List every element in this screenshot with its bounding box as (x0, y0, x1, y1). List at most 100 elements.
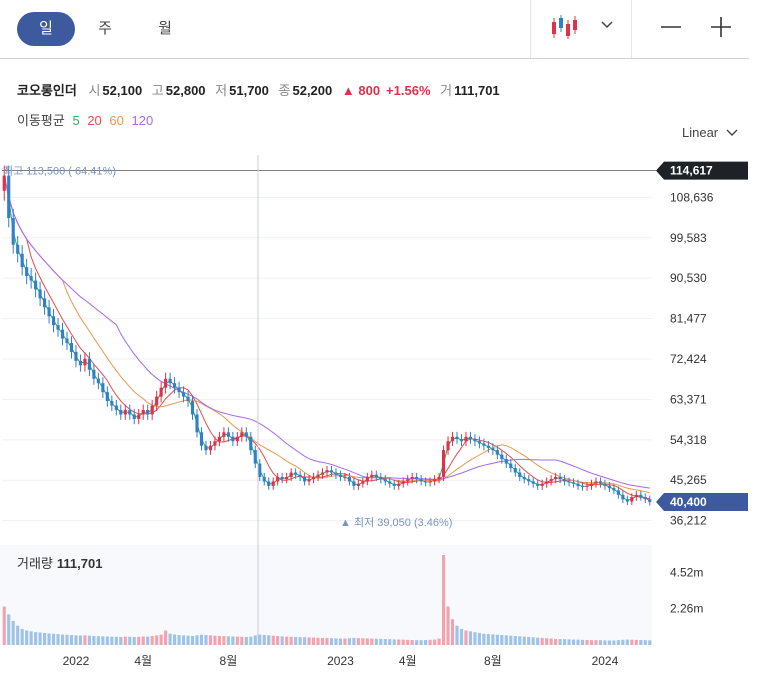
candle (231, 436, 235, 442)
candle (78, 360, 83, 366)
y-tick-label: 45,265 (670, 473, 707, 487)
candle (495, 450, 499, 455)
candle (119, 410, 123, 415)
candle (459, 439, 464, 442)
volume-bar (491, 634, 495, 645)
volume-bar (437, 638, 441, 645)
volume-bar (217, 636, 221, 645)
ma5-line (3, 175, 651, 502)
candle (204, 445, 208, 451)
volume-bar (563, 639, 567, 645)
scale-selector[interactable]: Linear (682, 125, 738, 140)
y-tick-label: 54,318 (670, 433, 707, 447)
candle (155, 396, 159, 406)
price-chart[interactable]: 108,636 99,583 90,530 81,477 72,424 63,371 54,… (0, 145, 769, 684)
candle (29, 276, 33, 281)
volume-bar (208, 635, 213, 645)
volume-bar (495, 634, 499, 645)
tab-month[interactable]: 월 (158, 20, 172, 37)
volume-bar (298, 637, 302, 645)
low-label: 저 (215, 83, 228, 98)
volume-bar (150, 636, 154, 645)
candle (397, 483, 401, 486)
candle (338, 474, 343, 477)
volume-bar (388, 639, 392, 645)
candle (531, 481, 535, 484)
volume-bar (34, 632, 38, 645)
ma60-legend[interactable]: 60 (109, 113, 124, 128)
volume-bar (527, 636, 531, 645)
volume-bar (65, 634, 69, 645)
candle (213, 441, 217, 446)
x-tick-label: 2024 (592, 654, 619, 668)
volume-bar (352, 637, 356, 645)
volume-bar (190, 636, 195, 645)
tab-day[interactable]: 일 (17, 12, 75, 46)
volume-bar (554, 638, 558, 645)
candle (235, 436, 239, 442)
candle (298, 474, 302, 477)
volume-bar (164, 630, 168, 645)
candle (450, 436, 455, 442)
volume-bar (38, 632, 42, 645)
candle (141, 410, 145, 415)
candle (545, 481, 549, 484)
toolbar-divider (631, 0, 632, 58)
volume-bar (213, 635, 217, 645)
volume-bar (119, 636, 123, 645)
candle (253, 450, 257, 464)
candle (132, 414, 136, 419)
candle (87, 358, 91, 370)
candle (181, 392, 186, 397)
candle (374, 474, 378, 477)
candle (424, 481, 428, 483)
volume-bar (267, 635, 271, 645)
candle (603, 483, 607, 486)
volume-bar (11, 620, 15, 645)
candle (20, 253, 24, 268)
x-tick-label: 4월 (134, 654, 152, 668)
volume-bar (307, 637, 311, 645)
volume-bar (549, 638, 553, 645)
volume-bar (329, 638, 334, 645)
zoom-out-icon[interactable] (660, 16, 682, 38)
chevron-down-icon (726, 129, 738, 136)
volume-bar (96, 636, 100, 645)
tab-week[interactable]: 주 (98, 20, 112, 37)
candle (379, 476, 383, 480)
candle (325, 470, 329, 473)
volume-bar (92, 636, 96, 645)
candlestick-icon[interactable] (550, 14, 580, 40)
ma20-legend[interactable]: 20 (87, 113, 102, 128)
candle (347, 476, 351, 482)
zoom-in-icon[interactable] (710, 16, 732, 38)
candle (294, 472, 298, 475)
volume-bar (186, 635, 190, 645)
candle (267, 481, 271, 486)
volume-bar (567, 639, 571, 645)
ma5-legend[interactable]: 5 (72, 113, 80, 128)
candle (612, 488, 616, 491)
volume-bar (558, 639, 562, 645)
low-value: 51,700 (229, 83, 269, 98)
candle (486, 445, 490, 448)
price-tag-current-bg (656, 492, 748, 511)
volume-bar (370, 638, 374, 645)
volume-bar (374, 638, 378, 645)
candle (289, 472, 293, 477)
chevron-down-icon[interactable] (600, 20, 614, 30)
volume-bar (2, 606, 6, 645)
volume-bar (580, 639, 585, 645)
volume-bar (343, 638, 347, 645)
candle (455, 436, 459, 440)
candle (468, 436, 473, 440)
candle (60, 329, 65, 339)
ma120-legend[interactable]: 120 (131, 113, 154, 128)
volume-bar (316, 637, 320, 645)
volume-bar (603, 640, 607, 645)
volume-bar (450, 619, 455, 645)
y-tick-label: 81,477 (670, 312, 707, 326)
candle (199, 432, 204, 446)
candle (164, 378, 168, 388)
candle (92, 369, 96, 379)
